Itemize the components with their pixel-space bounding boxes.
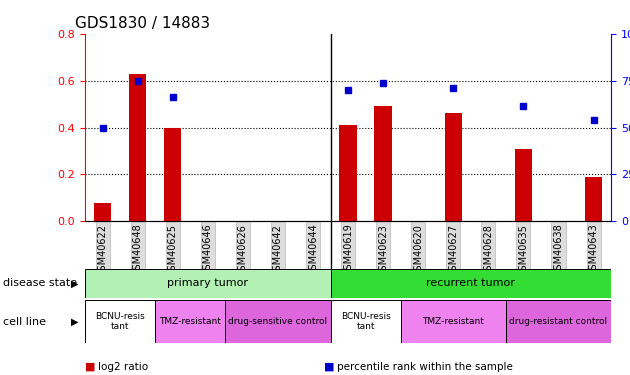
Text: TMZ-resistant: TMZ-resistant (159, 317, 221, 326)
Text: GSM40648: GSM40648 (133, 224, 142, 276)
Text: drug-resistant control: drug-resistant control (510, 317, 607, 326)
Text: TMZ-resistant: TMZ-resistant (422, 317, 484, 326)
Text: GSM40642: GSM40642 (273, 224, 283, 277)
Text: GSM40623: GSM40623 (378, 224, 388, 277)
Text: GSM40620: GSM40620 (413, 224, 423, 277)
Bar (226, 300, 331, 343)
Text: BCNU-resis
tant: BCNU-resis tant (341, 312, 391, 331)
Text: ■: ■ (85, 362, 96, 372)
Text: percentile rank within the sample: percentile rank within the sample (337, 362, 513, 372)
Text: GSM40622: GSM40622 (98, 224, 108, 277)
Text: GSM40638: GSM40638 (554, 224, 563, 276)
Text: log2 ratio: log2 ratio (98, 362, 148, 372)
Bar (401, 300, 506, 343)
Text: ▶: ▶ (71, 316, 78, 327)
Text: GSM40628: GSM40628 (483, 224, 493, 277)
Text: drug-sensitive control: drug-sensitive control (228, 317, 328, 326)
Bar (85, 300, 155, 343)
Text: disease state: disease state (3, 279, 77, 288)
Text: GSM40635: GSM40635 (518, 224, 529, 277)
Text: ▶: ▶ (71, 279, 78, 288)
Bar (340, 125, 357, 221)
Text: GDS1830 / 14883: GDS1830 / 14883 (74, 16, 210, 31)
Text: primary tumor: primary tumor (168, 279, 248, 288)
Bar (506, 300, 611, 343)
Bar (155, 300, 226, 343)
Text: GSM40627: GSM40627 (449, 224, 458, 277)
Bar (129, 74, 146, 221)
Text: GSM40619: GSM40619 (343, 224, 353, 276)
Bar (94, 202, 112, 221)
Bar (374, 106, 392, 221)
Text: ■: ■ (324, 362, 335, 372)
Bar (445, 113, 462, 221)
Bar (331, 300, 401, 343)
Bar (85, 269, 331, 298)
Text: GSM40625: GSM40625 (168, 224, 178, 277)
Text: GSM40643: GSM40643 (588, 224, 598, 276)
Text: recurrent tumor: recurrent tumor (427, 279, 515, 288)
Bar (585, 177, 602, 221)
Text: GSM40644: GSM40644 (308, 224, 318, 276)
Text: BCNU-resis
tant: BCNU-resis tant (95, 312, 145, 331)
Text: GSM40646: GSM40646 (203, 224, 213, 276)
Bar (515, 148, 532, 221)
Bar (331, 269, 611, 298)
Text: GSM40626: GSM40626 (238, 224, 248, 277)
Text: cell line: cell line (3, 316, 46, 327)
Bar (164, 128, 181, 221)
